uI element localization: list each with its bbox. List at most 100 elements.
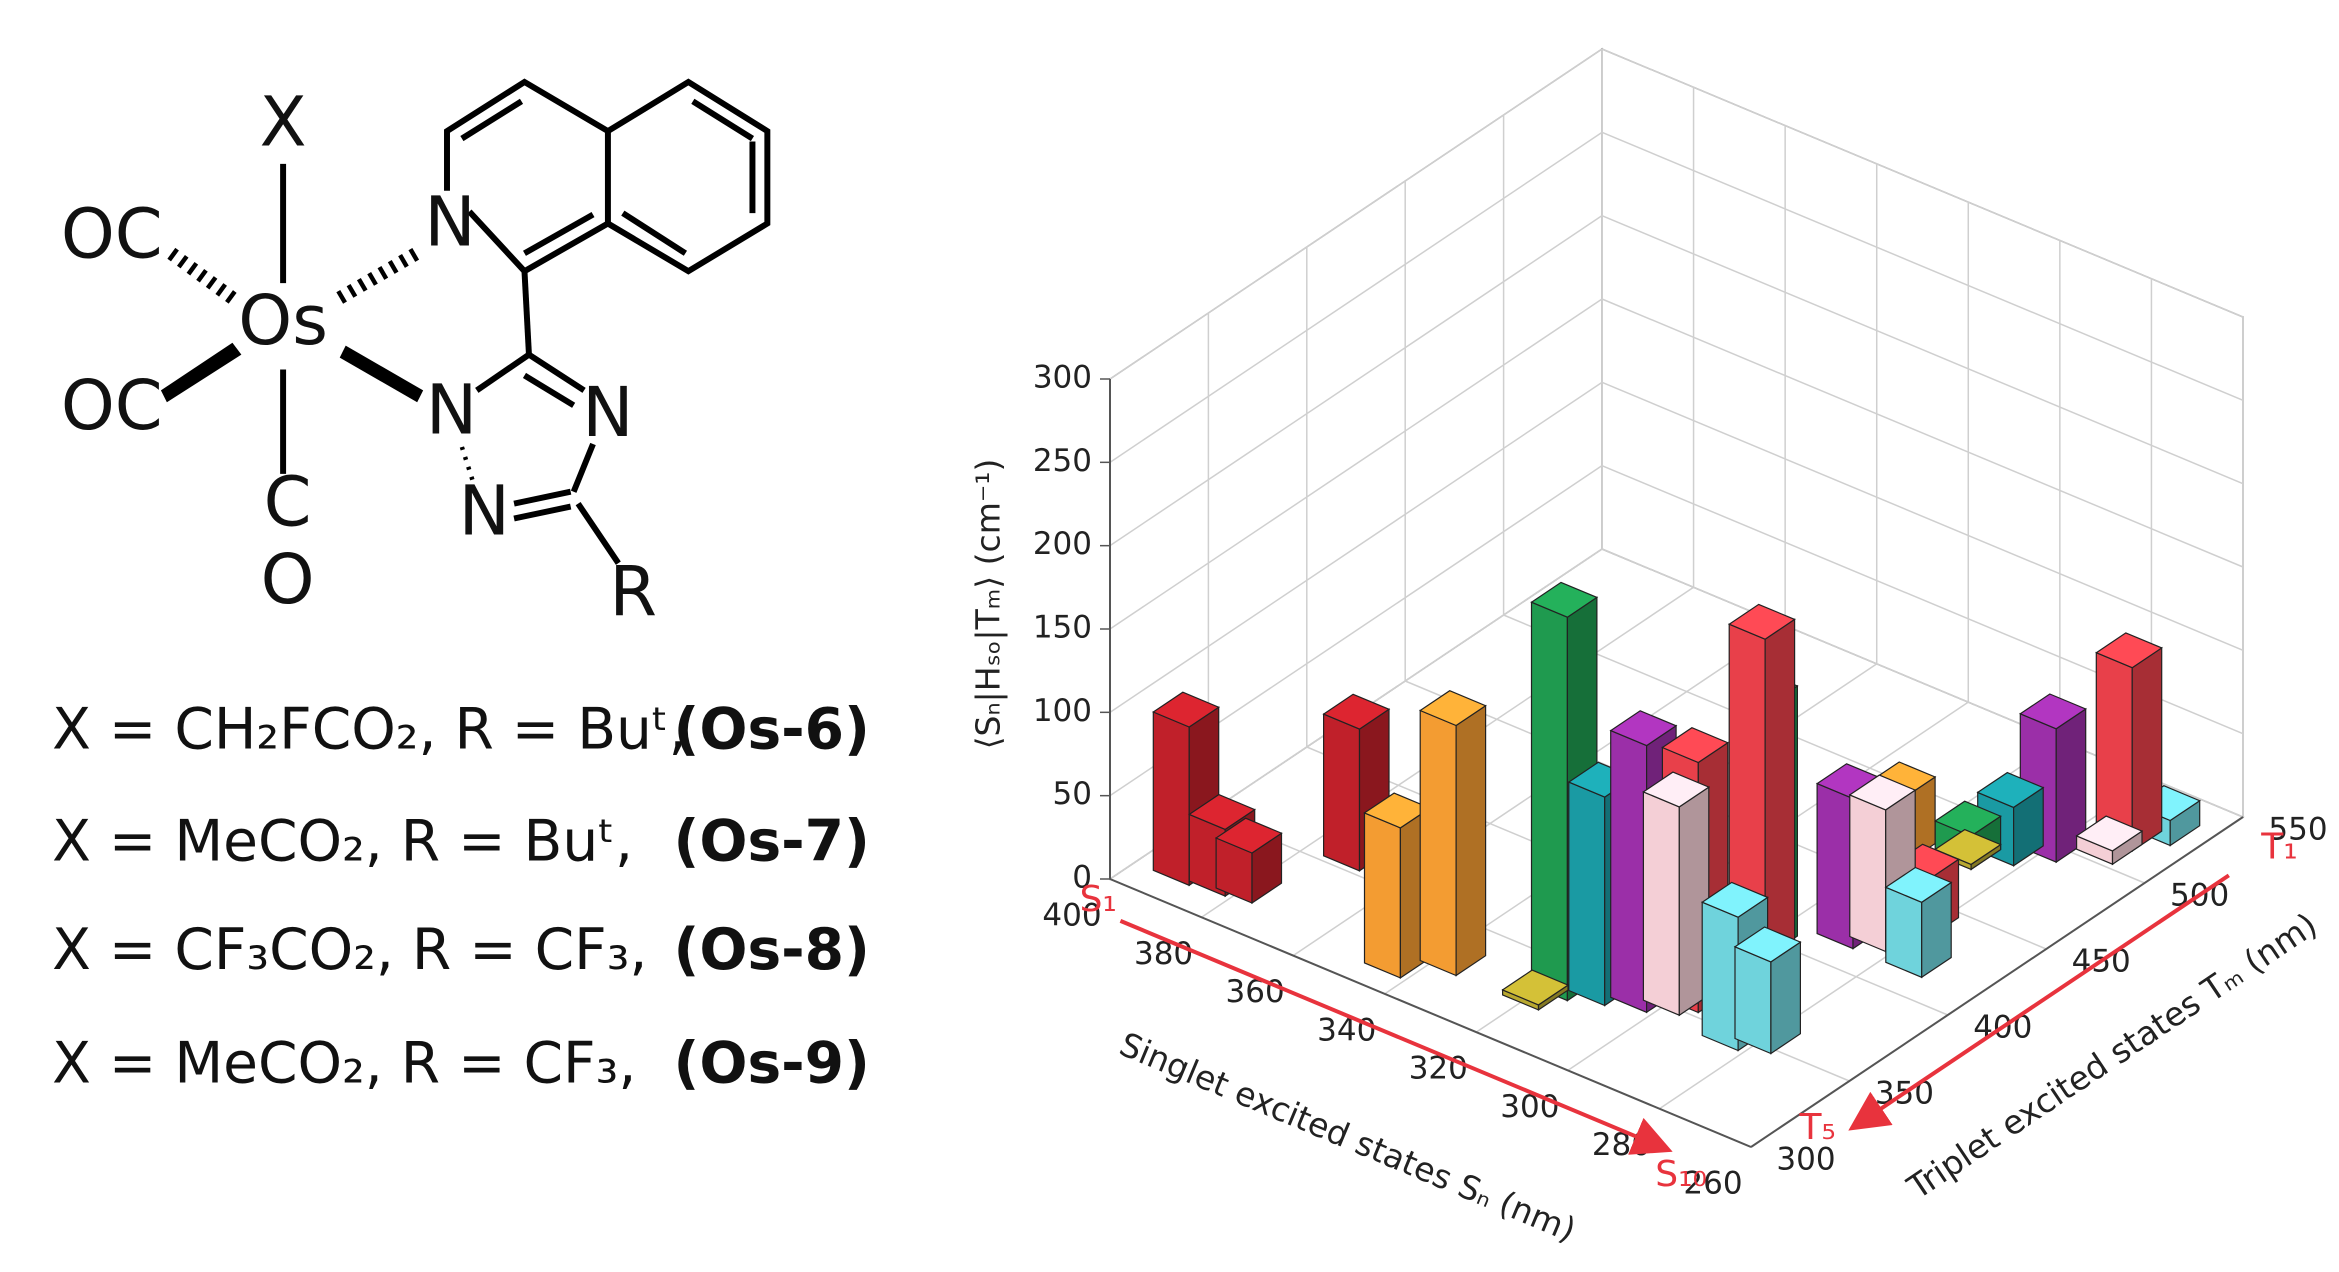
bar-top xyxy=(1418,690,1487,727)
grid-line xyxy=(1601,131,2244,402)
bar xyxy=(1214,817,1283,905)
x-tick-label: 340 xyxy=(1317,1012,1376,1048)
bar-top xyxy=(1661,727,1730,764)
bar-face xyxy=(1816,782,1854,950)
bar-top xyxy=(1727,603,1796,640)
grid-line xyxy=(1109,131,1603,463)
bar xyxy=(1733,926,1802,1055)
annotation: S₁₀ xyxy=(1655,1154,1707,1195)
bar-face xyxy=(2131,646,2163,853)
bond xyxy=(475,352,531,393)
compound-label: (Os-6) xyxy=(673,697,869,763)
grid-line xyxy=(1601,48,2244,318)
bar-top xyxy=(1884,866,1953,903)
bond xyxy=(527,352,586,393)
x-tick-label: 320 xyxy=(1409,1051,1468,1087)
bar-face xyxy=(1363,811,1402,979)
atom-label: O xyxy=(261,540,315,620)
bar-top xyxy=(1214,817,1283,854)
atom-label: Os xyxy=(238,281,328,361)
z-tick-label: 150 xyxy=(1033,610,1092,646)
double-bond xyxy=(513,503,572,522)
z-axis-title: ⟨Sₙ|Hₛₒ|Tₘ⟩ (cm⁻¹) xyxy=(969,459,1008,750)
annotation-arrow xyxy=(1848,873,2230,1131)
bar-top xyxy=(1642,771,1711,808)
bar-face xyxy=(1322,713,1361,872)
grid-line xyxy=(1109,215,1603,547)
grid-line xyxy=(1109,48,1603,380)
atom-label: R xyxy=(609,552,657,632)
chemical-structure: X OC Os N OC N N N C O R X = CH₂FCO₂, R … xyxy=(52,78,870,1096)
bar-top xyxy=(1152,691,1220,728)
bar xyxy=(1418,690,1487,977)
bar xyxy=(1642,771,1711,1017)
annotation-arrow xyxy=(1119,919,1673,1155)
bar-face xyxy=(1152,711,1190,887)
x-tick-label: 360 xyxy=(1226,974,1285,1010)
x-tick-label: 280 xyxy=(1592,1127,1651,1163)
atom-label: N xyxy=(426,370,477,450)
bar xyxy=(1700,881,1769,1052)
bar-top xyxy=(2019,693,2087,730)
double-bond xyxy=(621,210,688,256)
bar-face xyxy=(1610,729,1648,1014)
y-tick-label: 550 xyxy=(2268,812,2327,848)
variant-formula: X = CH₂FCO₂, R = Buᵗ, xyxy=(52,697,686,763)
bar-face xyxy=(1530,601,1569,1002)
grid-line xyxy=(1601,381,2244,652)
z-tick-label: 200 xyxy=(1033,526,1092,562)
z-tick-label: 250 xyxy=(1033,443,1092,479)
grid-line xyxy=(1601,214,2244,485)
bond xyxy=(459,446,476,485)
atom-label: C xyxy=(264,463,312,543)
z-tick-label: 300 xyxy=(1033,360,1092,396)
compound-label: (Os-7) xyxy=(673,808,869,874)
hashed-bond xyxy=(167,247,243,308)
atom-label: X xyxy=(260,83,307,163)
z-tick-label: 100 xyxy=(1033,693,1092,729)
double-bond xyxy=(523,211,595,256)
double-bond xyxy=(513,488,572,507)
annotation: S₁ xyxy=(1080,879,1117,920)
bar-top xyxy=(2095,632,2163,669)
annotation: T₁ xyxy=(2260,826,2297,867)
bar-top xyxy=(1501,969,1570,1006)
x-tick-label: 260 xyxy=(1683,1166,1742,1202)
grid-line xyxy=(1109,298,1603,630)
bar xyxy=(1501,969,1570,1012)
z-tick-label: 0 xyxy=(1072,860,1092,896)
wedge-bond xyxy=(160,342,242,403)
bar-face xyxy=(1885,886,1923,979)
atom-label: OC xyxy=(61,194,163,274)
bar-top xyxy=(1733,926,1802,963)
hashed-bond xyxy=(336,244,426,304)
bar3d-chart: 4003803603403203002802603003504004505005… xyxy=(969,47,2328,1249)
bar xyxy=(1884,866,1953,979)
bar-face xyxy=(1419,709,1457,977)
y-tick-label: 300 xyxy=(1776,1142,1835,1178)
grid-line xyxy=(1109,381,1603,713)
atom-label: OC xyxy=(61,366,163,446)
annotation: T₅ xyxy=(1798,1107,1835,1148)
variant-formula: X = MeCO₂, R = CF₃, xyxy=(52,1030,636,1096)
compound-label: (Os-8) xyxy=(673,917,869,983)
bond xyxy=(521,271,532,355)
wedge-bond xyxy=(339,345,424,403)
bond xyxy=(570,442,596,493)
double-bond xyxy=(460,98,524,142)
bar-face xyxy=(1849,793,1887,953)
grid-line xyxy=(1601,298,2244,568)
x-tick-label: 400 xyxy=(1042,898,1101,934)
compound-label: (Os-9) xyxy=(673,1030,869,1096)
bar-top xyxy=(1609,710,1678,747)
double-bond xyxy=(522,372,576,408)
x-tick-label: 380 xyxy=(1134,936,1193,972)
variant-formula: X = MeCO₂, R = Buᵗ, xyxy=(52,808,633,874)
atom-label: N xyxy=(582,373,633,453)
bar-top xyxy=(1530,581,1599,618)
bar-top xyxy=(1848,774,1917,811)
variant-formula: X = CF₃CO₂, R = CF₃, xyxy=(52,917,647,983)
y-axis xyxy=(1750,816,2244,1148)
ring xyxy=(606,78,771,275)
